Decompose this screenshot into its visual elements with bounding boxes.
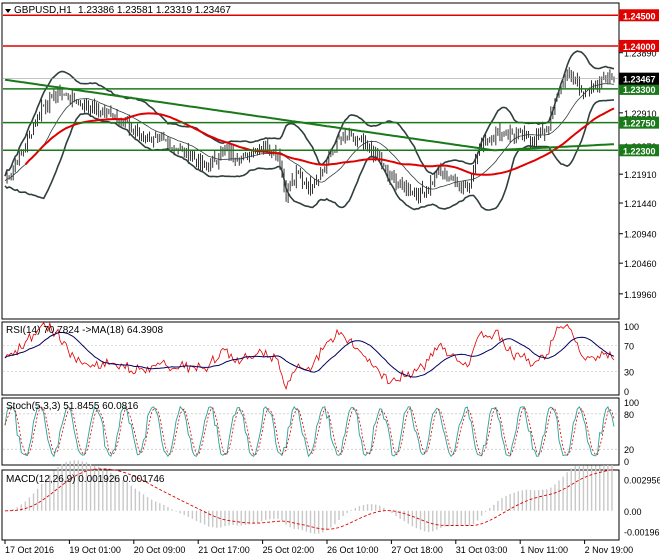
price-level-tag (619, 116, 659, 129)
stoch-tick-label: 100 (624, 398, 639, 408)
price-tick-label: 1.23890 (624, 49, 657, 59)
bollinger-middle-line (4, 83, 615, 190)
macd-tick-label: -0.00196 (624, 527, 660, 537)
time-tick-label: 31 Oct 03:00 (456, 545, 508, 555)
symbol-header: GBPUSD,H1 1.23386 1.23581 1.23319 1.2346… (5, 5, 231, 16)
rsi-tick-label: 0 (624, 387, 629, 397)
time-tick-label: 25 Oct 02:00 (263, 545, 315, 555)
price-level-tag (619, 144, 659, 157)
price-tick-label: 1.20460 (624, 259, 657, 269)
time-tick-label: 21 Oct 17:00 (198, 545, 250, 555)
rsi-label: RSI(14) 70.7824 ->MA(18) 64.3908 (6, 325, 163, 336)
time-axis: 17 Oct 2016 19 Oct 01:00 20 Oct 09:00 21 Oc… (4, 540, 634, 555)
rsi-line (4, 321, 615, 391)
price-tick-label: 1.22910 (624, 109, 657, 119)
rsi-panel-frame (1, 321, 620, 396)
price-tick-label: 1.20940 (624, 230, 657, 240)
price-level-tag (619, 39, 659, 52)
current-price-label: 1.23467 (623, 75, 656, 85)
macd-tick-label: 0.002956 (624, 476, 660, 486)
main-panel-frame (1, 2, 620, 320)
moving-average-fast-line (24, 107, 615, 176)
rsi-tick-label: 30 (624, 368, 634, 378)
rsi-tick-label: 70 (624, 342, 634, 352)
symbol-label: GBPUSD,H1 (14, 5, 72, 16)
price-level-label: 1.24500 (623, 11, 656, 21)
price-level-label: 1.22300 (623, 146, 656, 156)
price-levels: 1.24500 1.24000 1.23300 1.22750 1.22300 1.234… (3, 9, 659, 157)
macd-tick-label: 0.00 (624, 507, 642, 517)
time-tick-label: 2 Nov 19:00 (585, 545, 634, 555)
macd-label: MACD(12,26,9) 0.001926 0.001746 (6, 474, 165, 485)
price-tick-label: 1.21440 (624, 199, 657, 209)
ohlc-values: 1.23386 1.23581 1.23319 1.23467 (78, 5, 231, 16)
time-tick-label: 19 Oct 01:00 (69, 545, 121, 555)
time-tick-label: 26 Oct 10:00 (327, 545, 379, 555)
stoch-signal-line (4, 406, 615, 457)
moving-average-slow-line (4, 78, 615, 152)
rsi-tick-label: 100 (624, 322, 639, 332)
macd-indicator: 0.002956 0.00 -0.00196 (5, 460, 660, 537)
price-level-tag (619, 9, 659, 22)
price-level-label: 1.23300 (623, 85, 656, 95)
stoch-tick-label: 0 (624, 457, 629, 467)
price-series (4, 50, 615, 211)
macd-panel-frame (1, 469, 620, 541)
time-tick-label: 20 Oct 09:00 (134, 545, 186, 555)
macd-signal-line (5, 468, 615, 530)
time-tick-label: 27 Oct 18:00 (391, 545, 443, 555)
bollinger-upper-line (4, 50, 615, 177)
bollinger-lower-line (4, 99, 615, 211)
stoch-label: Stoch(5,3,3) 51.8455 60.0816 (6, 401, 139, 412)
price-level-label: 1.24000 (623, 42, 656, 52)
stoch-tick-label: 80 (624, 410, 634, 420)
stoch-tick-label: 20 (624, 445, 634, 455)
price-level-label: 1.22750 (623, 119, 656, 129)
time-tick-label: 17 Oct 2016 (5, 545, 54, 555)
dropdown-triangle-icon[interactable] (5, 9, 11, 13)
time-tick-label: 1 Nov 11:00 (520, 545, 568, 555)
stoch-main-line (4, 405, 615, 458)
stochastic-indicator: 100 80 20 0 (3, 398, 639, 467)
price-tick-label: 1.19960 (624, 290, 657, 300)
price-tick-label: 1.21910 (624, 170, 657, 180)
current-price-tag (619, 72, 659, 85)
rsi-indicator: 100 70 30 0 (3, 321, 639, 397)
rsi-ma-line (4, 331, 615, 378)
price-level-tag (619, 82, 659, 95)
